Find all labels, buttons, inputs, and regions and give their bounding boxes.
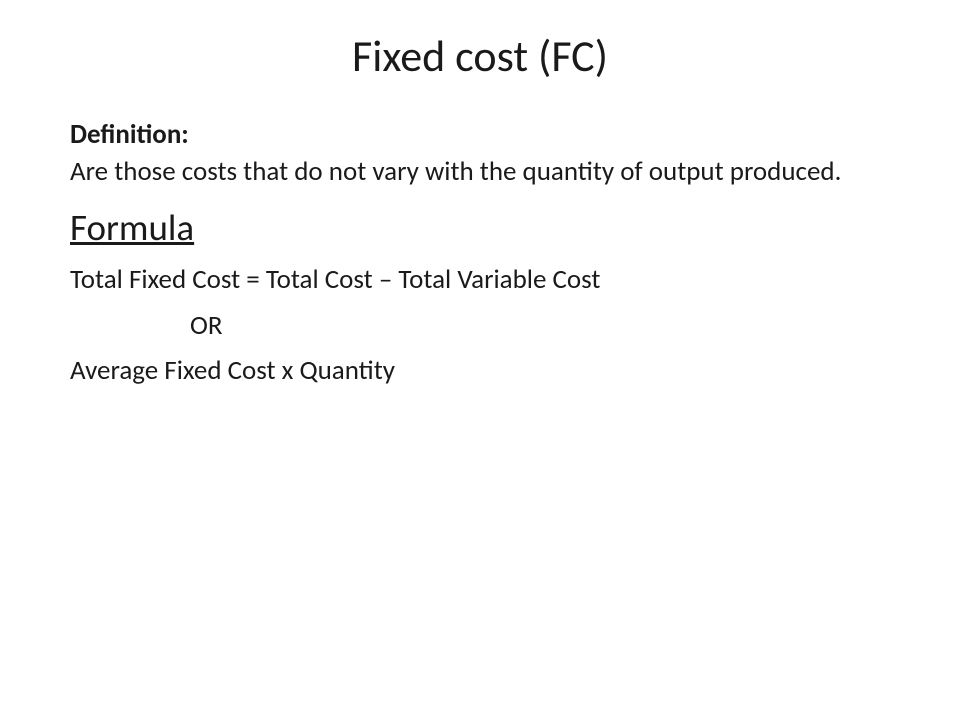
formula-line-1: Total Fixed Cost = Total Cost – Total Va… bbox=[70, 260, 890, 299]
slide-title: Fixed cost (FC) bbox=[70, 30, 890, 83]
definition-text: Are those costs that do not vary with th… bbox=[70, 154, 890, 190]
slide-container: Fixed cost (FC) Definition: Are those co… bbox=[0, 0, 960, 720]
formula-or: OR bbox=[70, 306, 890, 345]
definition-label: Definition: bbox=[70, 117, 890, 152]
formula-line-2: Average Fixed Cost x Quantity bbox=[70, 351, 890, 390]
slide-body: Definition: Are those costs that do not … bbox=[70, 117, 890, 390]
formula-heading: Formula bbox=[70, 204, 890, 252]
